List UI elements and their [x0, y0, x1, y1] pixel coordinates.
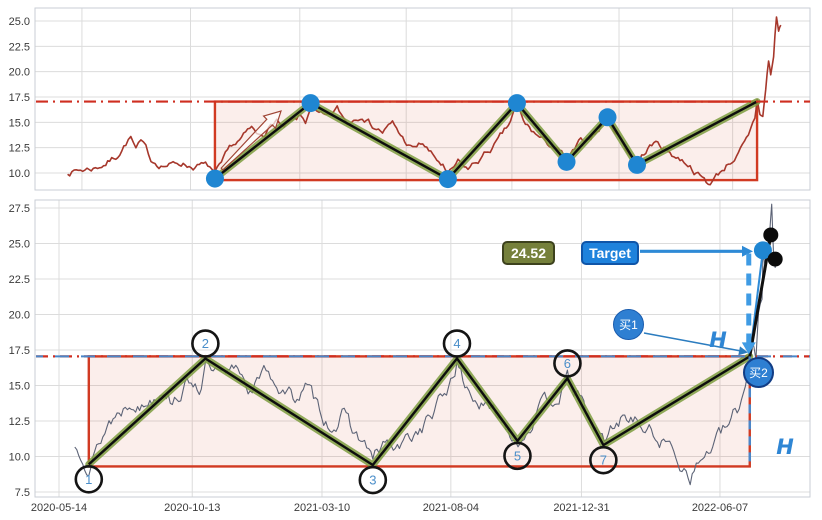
- buy1-marker: 买1: [613, 309, 644, 340]
- measured-target-price-label: 24.52: [502, 241, 555, 265]
- pivot-number-circle-2: 2: [191, 329, 220, 358]
- pivot-dot-5: [557, 152, 576, 171]
- bottom-ytick-label: 25.0: [9, 239, 30, 251]
- top-gridlines: [35, 8, 810, 190]
- bottom-price-line: [74, 203, 777, 486]
- bottom-border: [34, 199, 811, 498]
- xtick-label: 2020-05-14: [31, 502, 87, 514]
- svg-text:1: 1: [85, 472, 92, 487]
- pivot-number-circle-3: 3: [358, 465, 388, 495]
- arrowhead: [738, 346, 748, 356]
- pivot-number-circle-5: 5: [503, 441, 532, 471]
- top-zigzag-line: [214, 100, 758, 181]
- target-label: Target: [581, 241, 639, 265]
- svg-text:3: 3: [369, 473, 376, 488]
- buy1-arrow: [643, 332, 742, 352]
- top-ytick-label: 25.0: [9, 16, 30, 28]
- bottom-ytick-label: 15.0: [9, 381, 30, 393]
- top-ytick-label: 12.5: [9, 143, 30, 155]
- pivot-number-circle-7: 7: [589, 445, 618, 475]
- axis-labels: 10.0 12.5 15.0 17.5 20.0 22.5 25.0 7.5 10.0 12.5 1…: [9, 16, 749, 514]
- top-ytick-label: 15.0: [9, 117, 30, 129]
- svg-text:7: 7: [600, 453, 607, 468]
- xtick-label: 2020-10-13: [164, 502, 220, 514]
- arrowhead: [741, 342, 756, 355]
- top-ytick-label: 10.0: [9, 168, 30, 180]
- bottom-ytick-label: 17.5: [9, 345, 30, 357]
- bottom-ytick-label: 22.5: [9, 274, 30, 286]
- bottom-zigzag-line: [87, 355, 751, 467]
- pivot-number-circle-4: 4: [442, 329, 472, 358]
- xtick-label: 2021-08-04: [423, 502, 479, 514]
- target-price-dot: [753, 241, 772, 260]
- xtick-label: 2021-12-31: [553, 502, 609, 514]
- pivot-dot-7: [627, 155, 646, 174]
- box-height-label-upper: H: [709, 328, 727, 352]
- pivot-dot-2: [301, 94, 320, 113]
- svg-text:5: 5: [514, 448, 521, 463]
- bottom-panel: 1 2 3 4 5 6 7: [34, 199, 811, 498]
- xtick-label: 2021-03-10: [294, 502, 350, 514]
- pivot-number-circle-6: 6: [553, 349, 582, 378]
- pivot-number-circle-1: 1: [74, 465, 104, 494]
- top-ytick-label: 20.0: [9, 67, 30, 79]
- bottom-ytick-label: 27.5: [9, 203, 30, 215]
- top-price-line: [67, 16, 782, 186]
- svg-text:4: 4: [453, 336, 460, 351]
- pivot-dot-4: [507, 94, 526, 113]
- bottom-ytick-label: 20.0: [9, 310, 30, 322]
- swing-high-dot-2: [767, 251, 783, 267]
- xtick-label: 2022-06-07: [692, 502, 748, 514]
- top-border: [34, 7, 811, 191]
- pivot-dot-3: [438, 170, 457, 189]
- top-ytick-label: 17.5: [9, 92, 30, 104]
- buy2-marker: 买2: [743, 357, 774, 388]
- arrowhead: [742, 245, 753, 257]
- box-height-label-lower: H: [776, 435, 794, 459]
- bottom-gridlines: [35, 200, 810, 497]
- top-panel: [34, 7, 811, 191]
- bottom-ytick-label: 10.0: [9, 452, 30, 464]
- bottom-ytick-label: 7.5: [15, 487, 30, 499]
- trend-annotation-arrow: [220, 110, 282, 171]
- bottom-ytick-label: 12.5: [9, 416, 30, 428]
- pivot-dot-6: [598, 108, 617, 127]
- swing-high-dot-1: [763, 227, 779, 243]
- pivot-dot-1: [205, 169, 224, 188]
- top-ytick-label: 22.5: [9, 41, 30, 53]
- svg-text:2: 2: [202, 336, 209, 351]
- svg-text:6: 6: [564, 356, 571, 371]
